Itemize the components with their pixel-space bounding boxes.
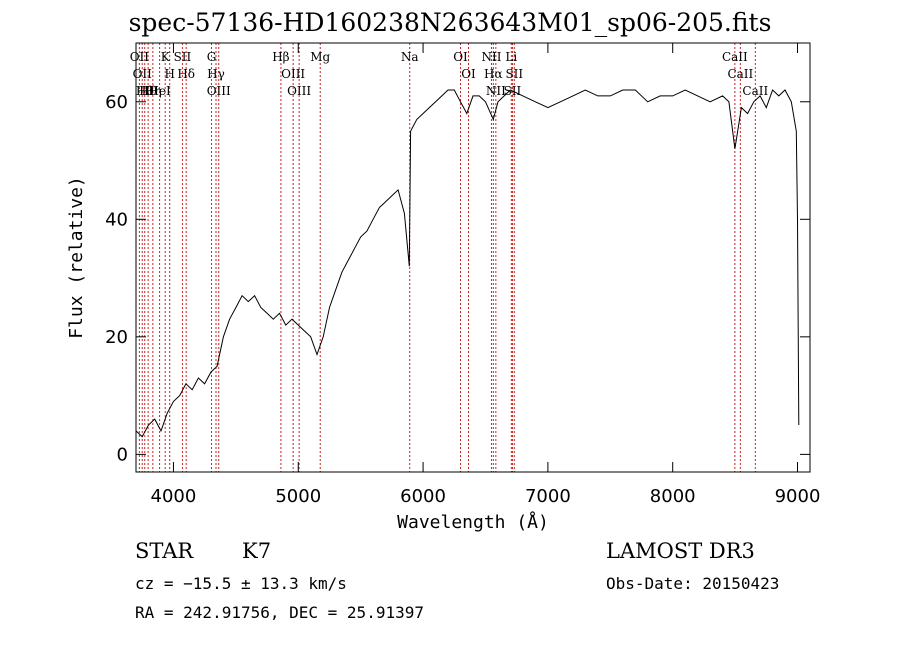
y-axis-label: Flux (relative) bbox=[66, 176, 87, 339]
x-tick-label: 4000 bbox=[151, 486, 197, 507]
spectral-line-label: Hδ bbox=[177, 67, 195, 81]
spectral-line-label: Na bbox=[401, 50, 419, 64]
spectral-line-label: OII bbox=[133, 67, 153, 81]
plot-frame bbox=[135, 42, 811, 473]
y-tick-label: 0 bbox=[117, 444, 128, 465]
x-tick-label: 9000 bbox=[775, 486, 821, 507]
x-tick-label: 8000 bbox=[650, 486, 696, 507]
spectral-line-label: HeI bbox=[148, 84, 171, 98]
spectral-line-label: OIII bbox=[207, 84, 231, 98]
spectral-line-label: Hβ bbox=[272, 50, 289, 64]
spectral-line-label: SII bbox=[174, 50, 192, 64]
spectral-line-label: CaII bbox=[742, 84, 768, 98]
x-axis-label: Wavelength (Å) bbox=[397, 511, 549, 533]
spectral-line-labels: OIIOIIHθHθHηHeIKHSIIHδGHγOIIIHβOIIIOIIIM… bbox=[130, 50, 769, 98]
spectral-line-label: NII bbox=[486, 84, 506, 98]
x-tick-label: 5000 bbox=[275, 486, 321, 507]
spectral-line-label: K bbox=[161, 50, 171, 64]
y-tick-label: 40 bbox=[105, 209, 128, 230]
y-tick-label: 60 bbox=[105, 92, 128, 113]
spectral-line-label: SII bbox=[505, 67, 523, 81]
spectral-line-label: OIII bbox=[287, 84, 311, 98]
spectral-line-label: Hη bbox=[144, 84, 162, 98]
chart-title: spec-57136-HD160238N263643M01_sp06-205.f… bbox=[128, 8, 772, 37]
spectral-line-label: OII bbox=[130, 50, 150, 64]
spectral-line-label: Hθ bbox=[139, 84, 157, 98]
spectral-line-label: OI bbox=[453, 50, 468, 64]
spectral-line-label: Mg bbox=[310, 50, 330, 64]
object-class: STAR bbox=[135, 539, 194, 563]
spectral-line-label: OIII bbox=[281, 67, 305, 81]
survey-name: LAMOST DR3 bbox=[606, 539, 755, 563]
y-tick-label: 20 bbox=[105, 327, 128, 348]
spectral-line-label: CaII bbox=[722, 50, 748, 64]
spectral-line-label: H bbox=[164, 67, 174, 81]
x-tick-label: 7000 bbox=[525, 486, 571, 507]
spectral-line-label: Hθ bbox=[136, 84, 154, 98]
observation-date: Obs-Date: 20150423 bbox=[606, 574, 780, 593]
spectral-line-label: OI bbox=[461, 67, 476, 81]
spectral-line-markers bbox=[138, 43, 756, 472]
object-subclass: K7 bbox=[242, 539, 272, 563]
spectrum-series bbox=[135, 89, 800, 438]
spectral-line-label: Li bbox=[505, 50, 517, 64]
x-tick-label: 6000 bbox=[400, 486, 446, 507]
spectral-line-label: Hα bbox=[484, 67, 503, 81]
spectral-line-label: Hγ bbox=[207, 67, 225, 81]
y-axis-ticks: 0 20 40 60 bbox=[105, 92, 810, 465]
spectral-line-label: NII bbox=[481, 50, 501, 64]
coordinates: RA = 242.91756, DEC = 25.91397 bbox=[135, 603, 424, 622]
spectral-line-label: G bbox=[207, 50, 217, 64]
redshift-velocity: cz = −15.5 ± 13.3 km/s bbox=[135, 574, 347, 593]
spectral-line-label: CaII bbox=[727, 67, 753, 81]
x-axis-ticks: 4000 5000 6000 7000 8000 9000 bbox=[151, 43, 821, 507]
